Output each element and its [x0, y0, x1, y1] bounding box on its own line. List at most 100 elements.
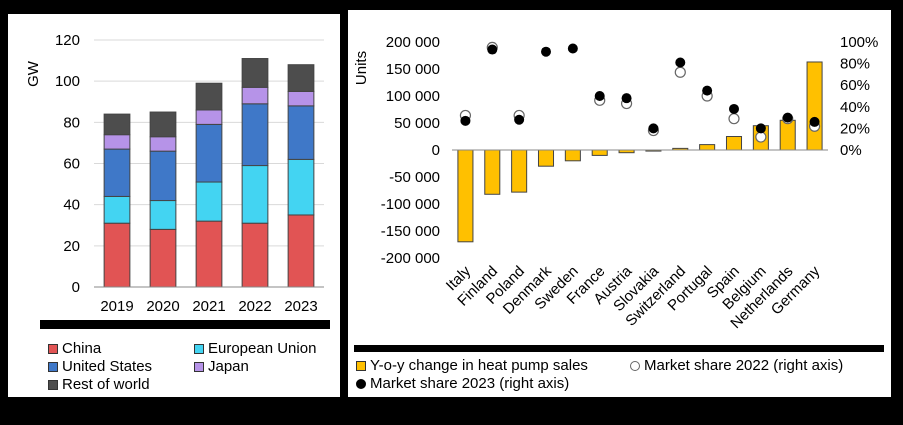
y-axis-label: Units	[353, 51, 370, 85]
y-tick-label: -150 000	[381, 223, 440, 240]
bar-segment-united-states	[149, 150, 177, 202]
y2-tick-label: 0%	[840, 142, 862, 159]
legend-japan: Japan	[194, 358, 249, 376]
marker-share-2023	[460, 115, 471, 126]
y-tick-label: 0	[72, 279, 80, 296]
marker-share-2023	[755, 123, 766, 134]
top-left-black-bar	[0, 0, 123, 14]
y-tick-label: 100 000	[386, 88, 440, 105]
left-chart-panel: GW 0 20 40 60 80 100 120 2019 2020 2021 2022 2023 Ch…	[8, 14, 340, 411]
legend-eu-swatch	[194, 344, 204, 354]
bar-yoy-change	[806, 61, 823, 151]
legend-yoy-swatch	[356, 361, 366, 371]
bar-yoy-change	[591, 149, 608, 156]
marker-share-2023	[729, 103, 739, 114]
capacity-stacked-bar-chart: GW 0 20 40 60 80 100 120 2019 2020 2021 2022 2023	[25, 32, 324, 315]
bar-segment-rest-of-world	[149, 111, 177, 138]
bar-yoy-change	[725, 136, 743, 151]
legend-us: United States	[48, 358, 152, 376]
left-edge-black-bar	[0, 30, 8, 112]
legend-yoy-change: Y-o-y change in heat pump sales	[356, 357, 588, 375]
y2-tick-label: 40%	[840, 99, 870, 116]
marker-share-2023	[648, 123, 659, 134]
marker-share-2023	[702, 85, 713, 96]
x-tick-label: 2019	[100, 298, 133, 315]
marker-share-2023	[541, 46, 551, 57]
bar-segment-united-states	[241, 103, 269, 167]
legend-share-2022-marker	[630, 361, 640, 371]
legend-share-2023-label: Market share 2023 (right axis)	[370, 375, 570, 392]
right-chart-panel: Units 200 000 150 000 100 000 50 000 0 -50 000…	[348, 10, 891, 411]
right-legend-separator	[354, 345, 884, 352]
bar-yoy-change	[564, 149, 581, 162]
marker-share-2023	[621, 93, 632, 104]
bar-segment-japan	[103, 134, 131, 150]
bar-segment-rest-of-world	[103, 113, 131, 136]
bar-segment-china	[195, 220, 223, 288]
legend-eu-label: European Union	[208, 340, 317, 357]
legend-row-label: Rest of world	[62, 376, 150, 393]
y-tick-label: -50 000	[389, 169, 440, 186]
legend-share-2022: Market share 2022 (right axis)	[630, 357, 843, 375]
bar-segment-rest-of-world	[241, 58, 269, 88]
legend-japan-swatch	[194, 362, 204, 372]
legend-share-2022-label: Market share 2022 (right axis)	[644, 357, 844, 374]
marker-share-2023	[567, 43, 578, 54]
bar-segment-united-states	[287, 105, 315, 160]
bar-segment-european-union	[103, 195, 131, 224]
bar-segment-european-union	[287, 158, 315, 216]
bar-segment-japan	[241, 86, 269, 105]
marker-share-2023	[487, 44, 498, 55]
legend-row: Rest of world	[48, 376, 150, 394]
left-legend: China European Union United States Japan…	[8, 336, 340, 406]
y-tick-label: -200 000	[381, 250, 440, 267]
marker-share-2023	[514, 114, 525, 125]
legend-share-2023: Market share 2023 (right axis)	[356, 375, 569, 393]
y-tick-label: 60	[63, 156, 80, 173]
bottom-black-bar	[0, 397, 903, 425]
legend-us-swatch	[48, 362, 58, 372]
legend-china: China	[48, 340, 101, 358]
bar-segment-japan	[195, 109, 223, 125]
bar-segment-china	[103, 222, 131, 288]
y-tick-label: 150 000	[386, 61, 440, 78]
legend-yoy-label: Y-o-y change in heat pump sales	[370, 357, 588, 374]
y-tick-label: 80	[63, 114, 80, 131]
bar-segment-united-states	[103, 148, 131, 197]
bar-segment-china	[241, 222, 269, 288]
bar-yoy-change	[779, 119, 796, 151]
bar-segment-rest-of-world	[287, 64, 315, 92]
bar-yoy-change	[511, 149, 528, 193]
legend-china-swatch	[48, 344, 58, 354]
y-tick-label: 0	[432, 142, 440, 159]
legend-us-label: United States	[62, 358, 153, 375]
bar-segment-european-union	[195, 181, 223, 222]
bar-segment-united-states	[195, 123, 223, 183]
marker-share-2022	[728, 113, 740, 125]
legend-japan-label: Japan	[208, 358, 249, 375]
x-tick-label: 2023	[284, 298, 317, 315]
marker-share-2022	[755, 131, 767, 143]
heat-pump-sales-chart: Units 200 000 150 000 100 000 50 000 0 -50 000…	[353, 34, 878, 332]
marker-share-2022	[674, 66, 686, 78]
y2-tick-label: 60%	[840, 77, 870, 94]
left-legend-separator	[40, 320, 330, 329]
y-tick-label: 120	[55, 32, 80, 49]
y-tick-label: 200 000	[386, 34, 440, 51]
bar-segment-japan	[149, 136, 177, 152]
bar-segment-japan	[287, 90, 315, 107]
bar-segment-china	[287, 214, 315, 288]
bar-yoy-change	[537, 149, 555, 167]
x-tick-label: 2020	[146, 298, 179, 315]
legend-share-2023-marker	[356, 379, 366, 389]
bar-segment-china	[149, 228, 177, 288]
y-tick-label: 40	[63, 197, 80, 214]
x-tick-label: 2022	[238, 298, 271, 315]
legend-china-label: China	[62, 340, 102, 357]
marker-share-2023	[809, 116, 820, 127]
marker-share-2023	[782, 112, 793, 123]
y-axis-label: GW	[25, 60, 42, 87]
bar-segment-european-union	[241, 165, 269, 224]
legend-row-swatch	[48, 380, 58, 390]
y2-tick-label: 80%	[840, 56, 870, 73]
